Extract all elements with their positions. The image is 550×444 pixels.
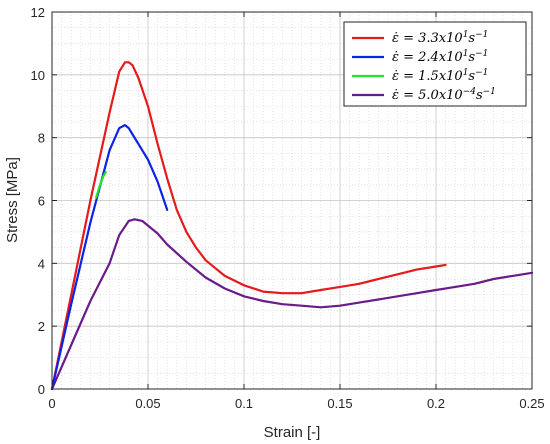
y-tick-label: 4 [38, 256, 45, 271]
axis-ticks [51, 11, 533, 390]
y-tick-label: 2 [38, 319, 45, 334]
series-line [50, 123, 169, 391]
x-axis-label: Strain [-] [264, 424, 321, 441]
legend: ε̇ = 3.3x101s−1 ε̇ = 2.4x101s−1 ε̇ = 1.5x1… [343, 21, 527, 107]
y-tick-label: 10 [31, 68, 45, 83]
series-line [50, 218, 534, 391]
legend-entry-label: ε̇ = 2.4x101s−1 [392, 49, 488, 65]
x-tick-label: 0.05 [135, 396, 160, 411]
y-axis-label: Stress [MPa] [4, 157, 21, 243]
y-tick-label: 0 [38, 382, 45, 397]
legend-entry-label: ε̇ = 1.5x101s−1 [392, 68, 488, 84]
series-layer [50, 61, 534, 391]
legend-box [343, 21, 527, 107]
series-line [95, 171, 107, 199]
x-tick-label: 0.1 [235, 396, 253, 411]
x-tick-labels: 0 0.05 0.1 0.15 0.2 0.25 [48, 396, 544, 411]
legend-entry-label: ε̇ = 5.0x10−4s−1 [392, 87, 496, 103]
x-tick-label: 0.15 [327, 396, 352, 411]
x-tick-label: 0.25 [519, 396, 544, 411]
series-line [50, 61, 447, 391]
legend-entry-label: ε̇ = 3.3x101s−1 [392, 30, 488, 46]
y-tick-labels: 0 2 4 6 8 10 12 [31, 5, 45, 397]
y-tick-label: 6 [38, 194, 45, 209]
y-tick-label: 12 [31, 5, 45, 20]
x-tick-label: 0.2 [427, 396, 445, 411]
y-tick-label: 8 [38, 131, 45, 146]
x-tick-label: 0 [48, 396, 55, 411]
